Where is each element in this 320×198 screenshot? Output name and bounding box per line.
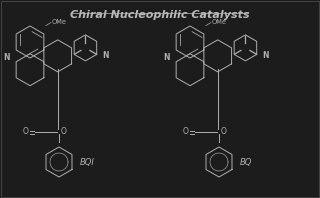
Text: BQ: BQ	[240, 157, 252, 167]
Text: N: N	[102, 51, 109, 60]
Text: N: N	[262, 51, 269, 60]
Text: O: O	[23, 128, 29, 136]
Text: O: O	[61, 128, 67, 136]
Text: OMe: OMe	[52, 19, 67, 25]
Text: N: N	[4, 53, 10, 62]
Text: OMe: OMe	[212, 19, 227, 25]
Text: Chiral Nucleophilic Catalysts: Chiral Nucleophilic Catalysts	[70, 10, 250, 20]
Text: BQI: BQI	[80, 157, 95, 167]
Text: O: O	[221, 128, 227, 136]
Text: N: N	[164, 53, 170, 62]
Text: O: O	[183, 128, 189, 136]
